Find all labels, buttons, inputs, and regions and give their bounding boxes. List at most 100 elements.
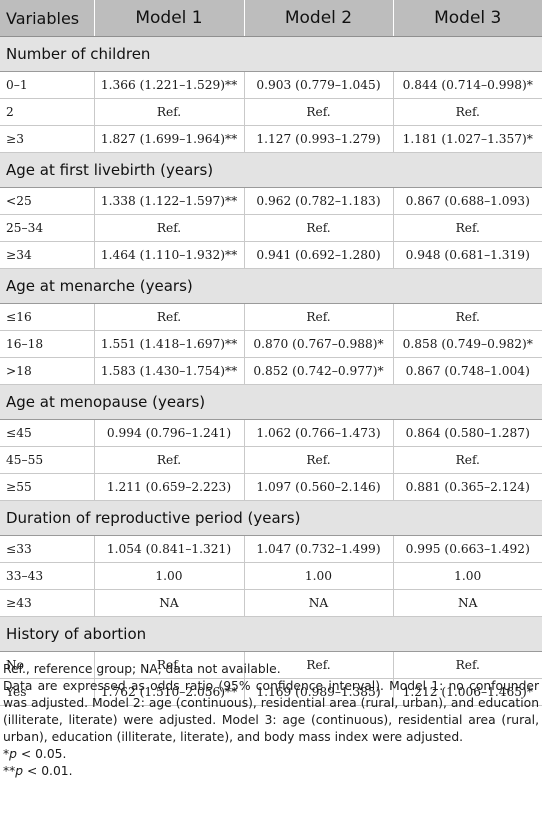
model-3-cell: Ref.	[393, 214, 542, 242]
table-header: Variables Model 1 Model 2 Model 3	[0, 0, 542, 37]
row-label: No	[0, 651, 95, 679]
model-3-cell: 0.995 (0.663–1.492)	[393, 535, 542, 563]
model-3-cell: 1.212 (1.006–1.465)*	[393, 678, 542, 706]
model-1-cell: 0.994 (0.796–1.241)	[94, 419, 245, 447]
table-row: <25 1.338 (1.122–1.597)** 0.962 (0.782–1.1…	[0, 187, 542, 215]
model-2-cell: Ref.	[244, 446, 394, 474]
model-1-cell: Ref.	[94, 446, 245, 474]
model-1-cell: 1.00	[94, 562, 245, 590]
row-label: ≥55	[0, 473, 95, 501]
model-3-cell: 1.181 (1.027–1.357)*	[393, 125, 542, 153]
footnote-sig1-prefix: *	[3, 747, 10, 761]
footnote-significance-01: **p < 0.01.	[3, 763, 539, 780]
model-2-cell: Ref.	[244, 214, 394, 242]
row-label: >18	[0, 357, 95, 385]
model-1-cell: Ref.	[94, 303, 245, 331]
table-row: 16–18 1.551 (1.418–1.697)** 0.870 (0.767–0…	[0, 330, 542, 358]
section-header-row: Age at menarche (years)	[0, 268, 542, 304]
footnote-reference: Ref., reference group; NA, data not avai…	[3, 662, 281, 676]
header-variables: Variables	[0, 0, 95, 37]
table-row: Yes 1.762 (1.510–2.056)** 1.169 (0.989–1.3…	[0, 678, 542, 706]
row-label: ≤16	[0, 303, 95, 331]
table-row: >18 1.583 (1.430–1.754)** 0.852 (0.742–0.9…	[0, 357, 542, 385]
table-body: Number of children 0–1 1.366 (1.221–1.529)…	[0, 36, 542, 706]
model-3-cell: 1.00	[393, 562, 542, 590]
row-label: 45–55	[0, 446, 95, 474]
model-2-cell: 0.852 (0.742–0.977)*	[244, 357, 394, 385]
row-label: <25	[0, 187, 95, 215]
table-row: ≥55 1.211 (0.659–2.223) 1.097 (0.560–2.146…	[0, 473, 542, 501]
row-label: ≥3	[0, 125, 95, 153]
model-1-cell: 1.211 (0.659–2.223)	[94, 473, 245, 501]
model-1-cell: Ref.	[94, 98, 245, 126]
row-label: ≤45	[0, 419, 95, 447]
row-label: 16–18	[0, 330, 95, 358]
footnote-sig2-prefix: **	[3, 764, 16, 778]
model-2-cell: 0.870 (0.767–0.988)*	[244, 330, 394, 358]
model-2-cell: 1.00	[244, 562, 394, 590]
model-1-cell: Ref.	[94, 214, 245, 242]
model-1-cell: Ref.	[94, 651, 245, 679]
model-3-cell: Ref.	[393, 98, 542, 126]
model-1-cell: 1.583 (1.430–1.754)**	[94, 357, 245, 385]
section-header-row: Number of children	[0, 36, 542, 72]
model-2-cell: 1.097 (0.560–2.146)	[244, 473, 394, 501]
row-label: ≤33	[0, 535, 95, 563]
model-2-cell: 0.903 (0.779–1.045)	[244, 71, 394, 99]
row-label: 33–43	[0, 562, 95, 590]
section-title: Age at menopause (years)	[0, 384, 542, 420]
section-title: Duration of reproductive period (years)	[0, 500, 542, 536]
footnote-sig1-rest: < 0.05.	[16, 747, 67, 761]
section-title: Age at menarche (years)	[0, 268, 542, 304]
row-label: 25–34	[0, 214, 95, 242]
header-row: Variables Model 1 Model 2 Model 3	[0, 0, 542, 37]
model-2-cell: NA	[244, 589, 394, 617]
row-label: ≥43	[0, 589, 95, 617]
model-1-cell: 1.464 (1.110–1.932)**	[94, 241, 245, 269]
section-header-row: History of abortion	[0, 616, 542, 652]
model-3-cell: 0.867 (0.688–1.093)	[393, 187, 542, 215]
table-row: No Ref. Ref. Ref.	[0, 651, 542, 679]
model-2-cell: Ref.	[244, 303, 394, 331]
table-row: 45–55 Ref. Ref. Ref.	[0, 446, 542, 474]
footnote-significance-05: *p < 0.05.	[3, 746, 539, 763]
header-model-2: Model 2	[244, 0, 394, 37]
footnote-sig2-p: p	[15, 764, 24, 778]
model-2-cell: 1.047 (0.732–1.499)	[244, 535, 394, 563]
model-2-cell: 1.169 (0.989–1.385)	[244, 678, 394, 706]
section-title: History of abortion	[0, 616, 542, 652]
model-3-cell: 0.844 (0.714–0.998)*	[393, 71, 542, 99]
row-label: 0–1	[0, 71, 95, 99]
section-header-row: Duration of reproductive period (years)	[0, 500, 542, 536]
model-1-cell: 1.551 (1.418–1.697)**	[94, 330, 245, 358]
model-3-cell: 0.948 (0.681–1.319)	[393, 241, 542, 269]
table-footnotes: Ref., reference group; NA, data not avai…	[3, 661, 539, 780]
table-row: ≤45 0.994 (0.796–1.241) 1.062 (0.766–1.473…	[0, 419, 542, 447]
model-1-cell: 1.338 (1.122–1.597)**	[94, 187, 245, 215]
table-row: ≤16 Ref. Ref. Ref.	[0, 303, 542, 331]
section-title: Age at first livebirth (years)	[0, 152, 542, 188]
footnote-sig1-p: p	[9, 747, 17, 761]
section-header-row: Age at first livebirth (years)	[0, 152, 542, 188]
model-3-cell: 0.881 (0.365–2.124)	[393, 473, 542, 501]
table-row: ≥3 1.827 (1.699–1.964)** 1.127 (0.993–1.27…	[0, 125, 542, 153]
model-2-cell: 1.127 (0.993–1.279)	[244, 125, 394, 153]
header-model-1: Model 1	[94, 0, 245, 37]
row-label: 2	[0, 98, 95, 126]
table-row: ≤33 1.054 (0.841–1.321) 1.047 (0.732–1.499…	[0, 535, 542, 563]
odds-ratio-table: Variables Model 1 Model 2 Model 3 Number…	[0, 0, 542, 706]
header-model-3: Model 3	[393, 0, 542, 37]
table-row: 2 Ref. Ref. Ref.	[0, 98, 542, 126]
model-3-cell: NA	[393, 589, 542, 617]
model-3-cell: Ref.	[393, 651, 542, 679]
model-3-cell: 0.867 (0.748–1.004)	[393, 357, 542, 385]
model-2-cell: Ref.	[244, 651, 394, 679]
model-3-cell: 0.864 (0.580–1.287)	[393, 419, 542, 447]
model-1-cell: 1.762 (1.510–2.056)**	[94, 678, 245, 706]
model-1-cell: 1.366 (1.221–1.529)**	[94, 71, 245, 99]
model-2-cell: 0.962 (0.782–1.183)	[244, 187, 394, 215]
section-title: Number of children	[0, 36, 542, 72]
model-3-cell: 0.858 (0.749–0.982)*	[393, 330, 542, 358]
model-2-cell: Ref.	[244, 98, 394, 126]
row-label: ≥34	[0, 241, 95, 269]
